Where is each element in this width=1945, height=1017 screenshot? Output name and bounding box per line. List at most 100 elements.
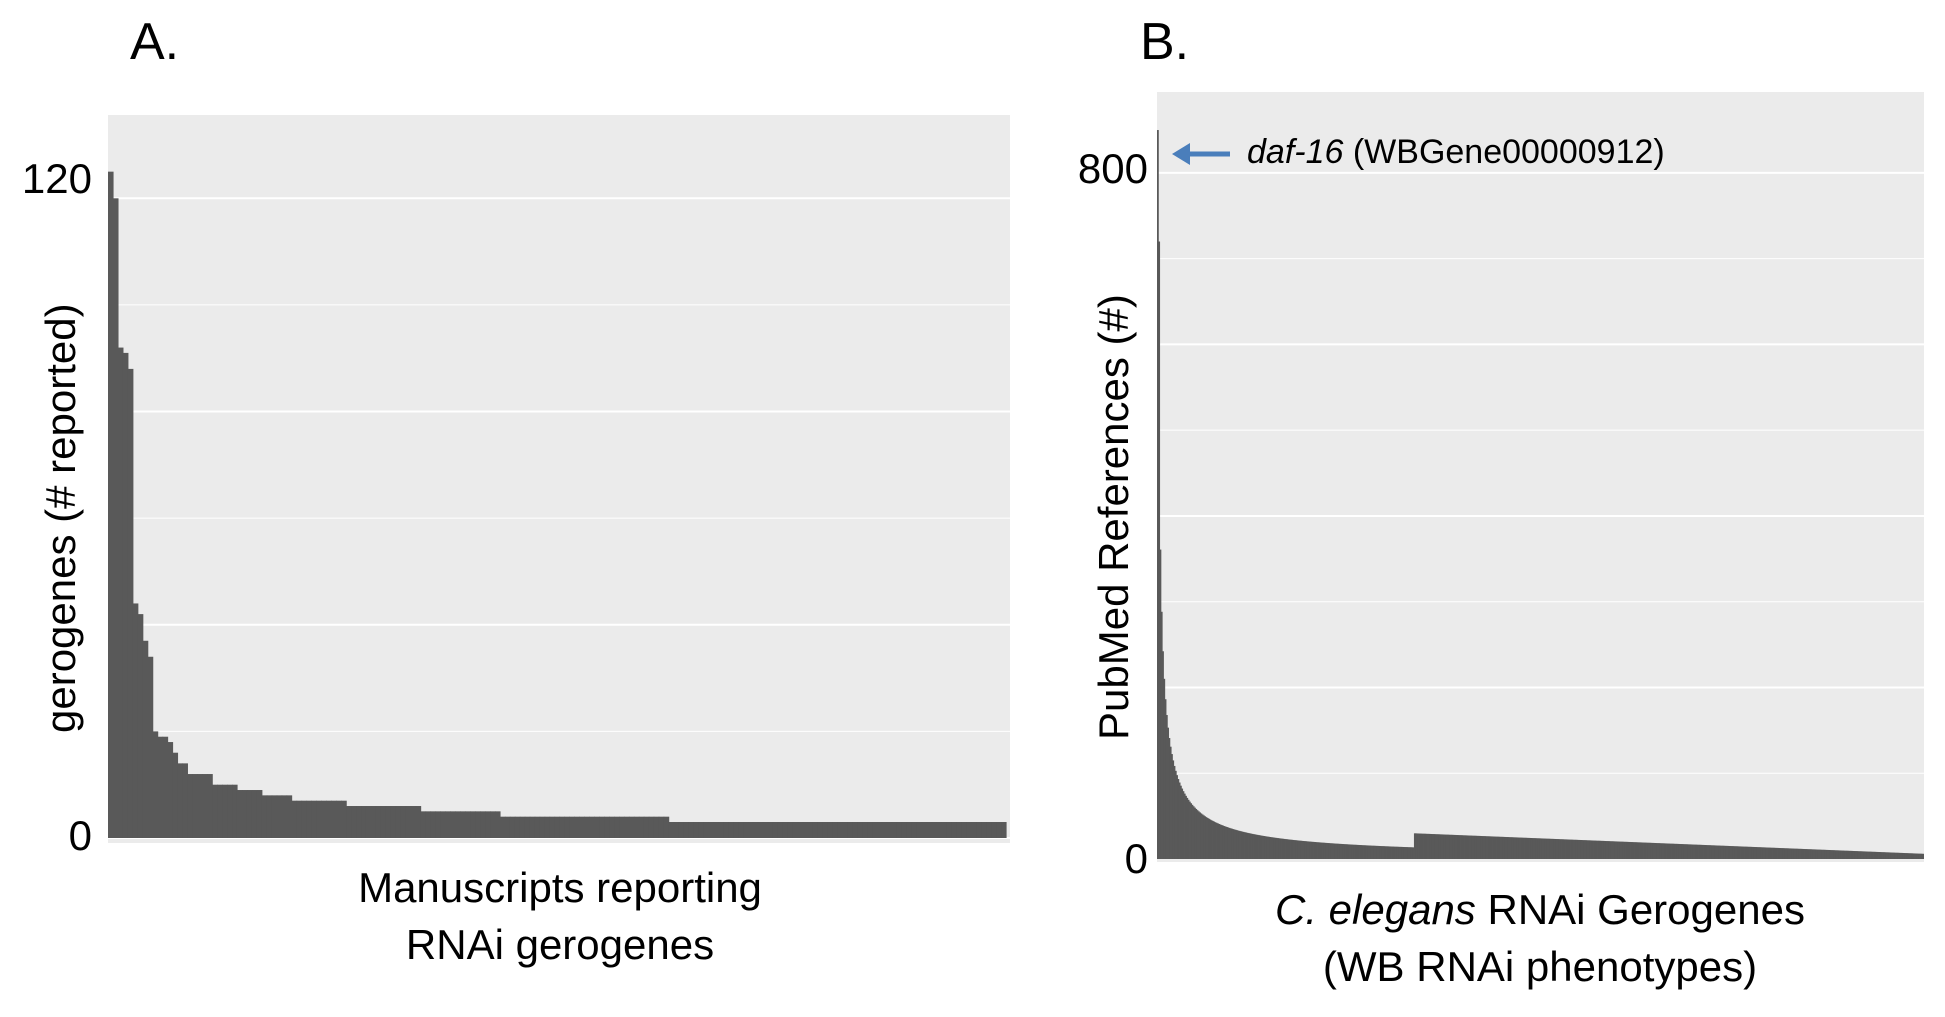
bar-a	[261, 795, 268, 838]
bar-b	[1498, 836, 1501, 859]
bar-b	[1318, 842, 1320, 859]
bar-b	[1780, 848, 1783, 859]
bar-b	[1825, 849, 1828, 859]
bar-b	[1764, 847, 1766, 859]
bar-b	[1465, 835, 1467, 859]
bar-b	[1770, 847, 1773, 859]
bar-b	[1748, 846, 1751, 859]
bar-b	[1894, 852, 1897, 859]
bar-b	[1393, 846, 1396, 859]
bar-b	[1603, 840, 1605, 859]
bar-b	[1275, 837, 1278, 859]
bar-b	[1158, 241, 1161, 859]
bar-a	[896, 822, 903, 838]
bar-b	[1631, 842, 1634, 859]
bar-b	[1211, 820, 1214, 859]
bar-b	[1233, 829, 1236, 859]
bar-b	[1315, 842, 1318, 859]
bar-b	[1181, 788, 1184, 859]
bar-a	[623, 816, 630, 838]
bar-b	[1499, 836, 1502, 859]
bar-b	[1203, 815, 1205, 859]
bar-b	[1889, 852, 1892, 859]
bar-b	[1785, 848, 1788, 859]
bar-b	[1226, 826, 1228, 859]
bar-b	[1913, 853, 1916, 859]
bar-a	[400, 806, 407, 838]
bar-b	[1596, 840, 1599, 859]
bar-b	[1644, 842, 1646, 859]
bar-a	[886, 822, 893, 838]
bar-b	[1439, 834, 1442, 859]
bar-b	[1844, 850, 1847, 859]
bar-a	[703, 822, 709, 838]
bar-a	[956, 822, 962, 838]
bar-b	[1710, 845, 1713, 859]
bar-a	[881, 822, 888, 838]
bar-b	[1824, 849, 1827, 859]
bar-b	[1323, 842, 1325, 859]
bar-b	[1177, 779, 1180, 859]
bar-b	[1549, 838, 1552, 859]
bar-b	[1306, 841, 1309, 859]
bar-b	[1333, 843, 1336, 859]
bar-a	[341, 800, 347, 838]
bar-b	[1911, 853, 1913, 859]
bar-b	[1714, 845, 1717, 859]
bar-a	[494, 811, 501, 838]
bar-a	[529, 816, 536, 838]
bar-b	[1906, 853, 1908, 859]
bar-b	[1877, 852, 1880, 859]
bar-b	[1260, 835, 1263, 859]
bar-b	[1521, 837, 1524, 859]
bar-b	[1249, 833, 1251, 859]
bar-b	[1794, 848, 1797, 859]
bar-b	[1745, 846, 1747, 859]
bar-b	[1451, 834, 1453, 859]
bar-b	[1702, 844, 1705, 859]
bar-b	[1445, 834, 1448, 859]
bar-b	[1803, 849, 1806, 859]
bar-b	[1640, 842, 1642, 859]
bar-a	[460, 811, 466, 838]
bar-b	[1554, 838, 1557, 859]
bar-b	[1243, 832, 1246, 859]
bar-b	[1191, 804, 1194, 859]
bar-b	[1876, 851, 1879, 859]
bar-b	[1678, 843, 1681, 859]
bar-b	[1839, 850, 1842, 859]
bar-b	[1256, 834, 1259, 859]
bar-b	[1921, 853, 1924, 859]
bar-a	[291, 800, 298, 838]
bar-b	[1468, 835, 1471, 859]
bar-b	[1332, 843, 1334, 859]
bar-b	[1297, 840, 1300, 859]
bar-b	[1531, 838, 1534, 859]
bar-b	[1425, 833, 1428, 859]
bar-b	[1265, 836, 1268, 859]
bar-b	[1173, 765, 1176, 859]
bar-a	[1001, 822, 1007, 838]
bar-a	[390, 806, 397, 838]
bar-b	[1628, 841, 1631, 859]
bar-b	[1886, 852, 1889, 859]
bar-b	[1402, 846, 1405, 859]
bar-b	[1355, 844, 1357, 859]
bar-b	[1700, 844, 1703, 859]
bar-b	[1325, 842, 1328, 859]
bar-a	[365, 806, 372, 838]
bar-b	[1394, 846, 1397, 859]
bar-b	[1676, 843, 1678, 859]
bar-b	[1514, 837, 1517, 859]
bar-b	[1512, 837, 1515, 859]
bar-b	[1776, 847, 1779, 859]
bar-b	[1853, 851, 1856, 859]
bar-b	[1612, 841, 1614, 859]
bar-b	[1360, 845, 1363, 859]
bar-b	[1346, 844, 1348, 859]
bar-b	[1793, 848, 1796, 859]
bar-b	[1304, 841, 1306, 859]
bar-b	[1747, 846, 1750, 859]
bar-b	[1573, 839, 1576, 859]
bar-b	[1513, 837, 1516, 859]
